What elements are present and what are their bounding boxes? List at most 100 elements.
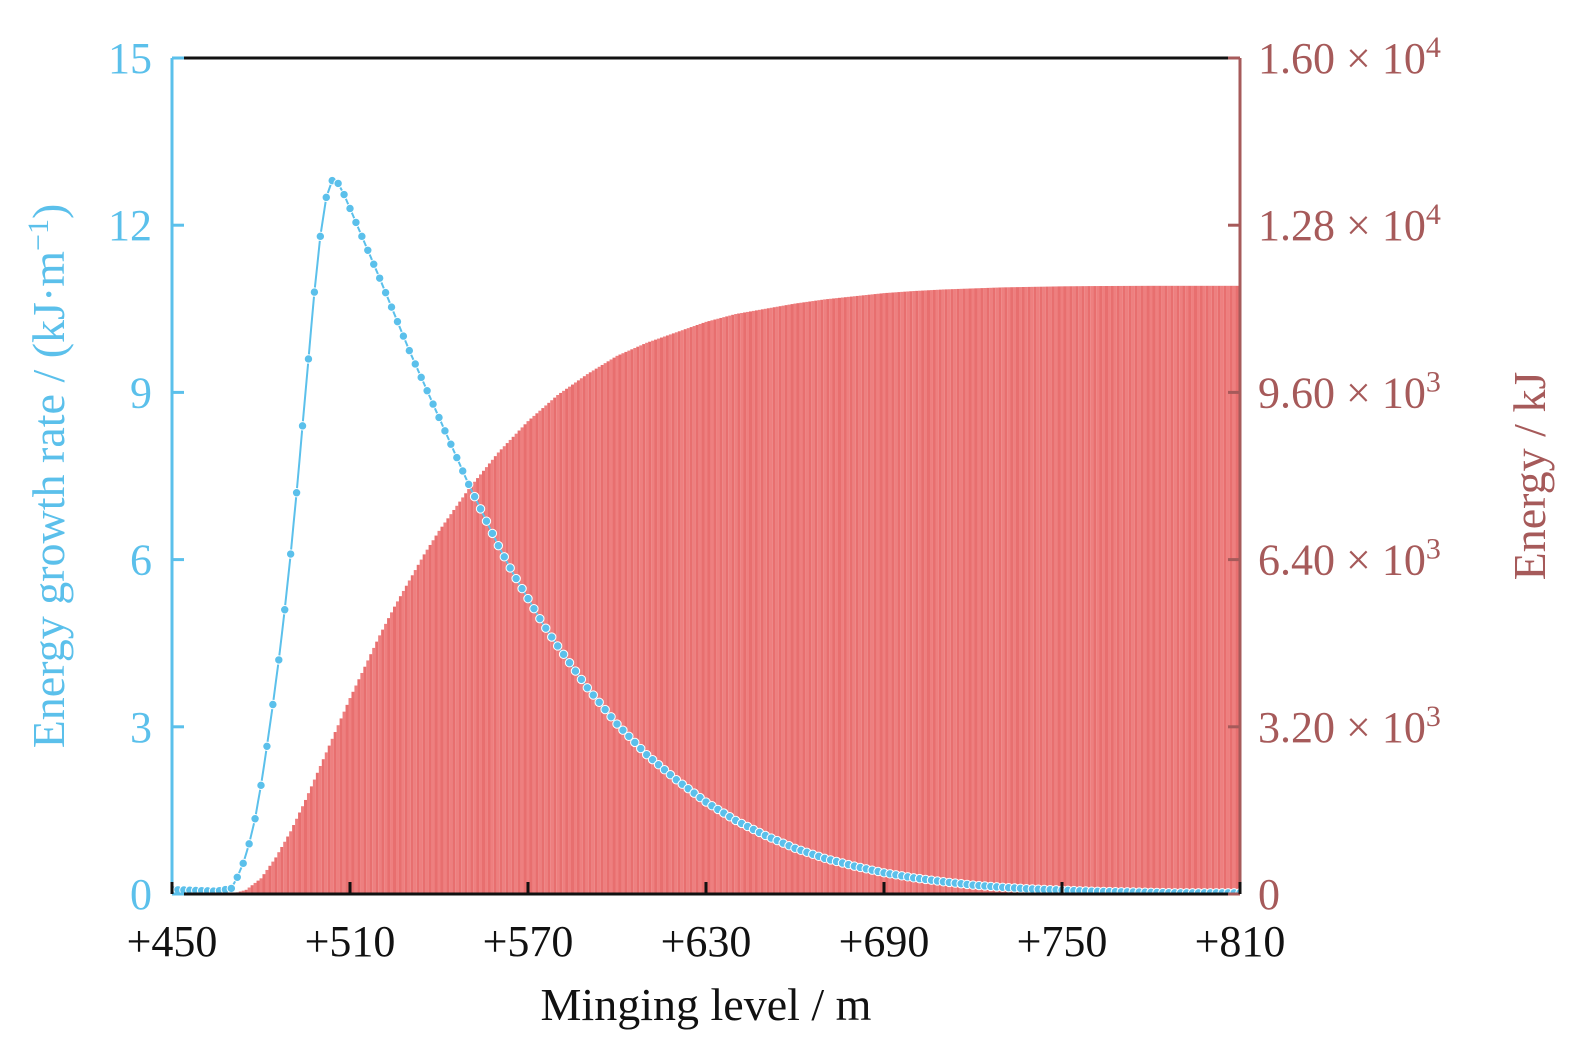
energy-bar [927,290,930,894]
energy-bar [861,295,865,894]
energy-bar [262,874,266,894]
energy-bar [840,297,844,894]
energy-bar [1051,286,1055,894]
energy-bar [660,337,663,894]
growth-rate-marker [440,426,450,436]
bottom-tick-label: +510 [305,917,396,966]
energy-bar [645,342,649,894]
energy-bar [811,301,815,894]
left-tick-label: 9 [130,368,152,417]
energy-bar [885,292,889,894]
energy-bar [1235,285,1239,894]
energy-bar [713,319,717,894]
growth-rate-marker [250,814,260,824]
energy-bar [398,596,402,894]
growth-rate-marker [232,872,242,882]
energy-bar [642,344,646,894]
left-tick-label: 3 [130,703,152,752]
energy-bar [1110,285,1114,894]
energy-bar [929,290,933,894]
growth-rate-marker [582,683,593,693]
energy-bar [289,831,293,894]
energy-bar [805,301,809,894]
energy-bar [1116,285,1120,894]
energy-bar [547,402,551,894]
energy-bar [867,294,871,894]
energy-bar [829,298,833,894]
energy-bar [1182,285,1186,894]
growth-rate-marker [469,491,480,502]
energy-bar [751,310,755,894]
energy-bar [992,287,996,894]
energy-bar [336,725,340,894]
energy-bar [378,635,382,894]
energy-bar [568,386,572,894]
energy-bar [858,295,862,894]
growth-rate-marker [570,666,581,676]
energy-bar [532,415,536,894]
energy-bar [846,296,850,894]
energy-bar [787,304,791,894]
energy-bar [1048,286,1052,894]
energy-bar [1232,285,1236,894]
energy-bar [1140,285,1144,894]
energy-bar [244,889,248,894]
growth-rate-marker [291,488,302,498]
growth-rate-marker [517,583,527,594]
energy-bar [529,418,533,894]
energy-bar [876,293,880,894]
energy-bar [585,374,589,894]
energy-bar [662,336,666,894]
energy-bar [977,288,981,894]
energy-bar [716,318,720,894]
growth-rate-marker [446,439,456,449]
energy-bar [1205,285,1209,894]
energy-bar [431,540,435,894]
energy-bar [502,446,506,894]
growth-rate-marker [547,632,557,642]
energy-bar [280,846,284,894]
energy-bar [1170,285,1174,894]
energy-bar [324,752,328,894]
energy-bar [757,309,761,894]
growth-rate-marker [422,386,432,396]
energy-bar [247,887,251,894]
energy-bar [763,308,767,894]
energy-bar [369,654,373,894]
energy-bar [333,732,337,894]
growth-rate-marker [339,189,349,200]
energy-bar [1143,285,1147,894]
energy-bar [618,354,622,894]
energy-bar [918,290,922,894]
energy-bar [1113,285,1117,894]
energy-bar [381,629,385,894]
energy-bar [956,288,960,894]
energy-bar [312,779,316,894]
energy-bar [490,459,494,894]
energy-bar [971,288,975,894]
energy-bar [473,481,477,894]
energy-bar [793,303,797,894]
growth-rate-marker [351,217,361,228]
energy-bar [452,509,456,894]
growth-rate-marker [274,655,284,665]
energy-bar [1164,285,1168,894]
energy-bar [1102,286,1106,894]
energy-bar [1226,285,1230,894]
energy-bar [1078,286,1082,894]
energy-bar [315,772,319,894]
energy-bar [268,865,272,894]
left-axis-ticks: 0 3 6 9 12 15 [108,34,184,919]
energy-bar [1001,287,1005,894]
energy-bar [1199,285,1203,894]
energy-bar [882,293,886,894]
energy-bar [838,297,841,894]
energy-bar [775,306,779,894]
growth-rate-marker [499,552,509,562]
growth-rate-marker [303,354,314,364]
growth-rate-marker [564,658,575,668]
energy-bar [906,291,910,894]
energy-bar [1033,286,1037,894]
energy-bar [743,312,747,894]
energy-bar [983,288,987,894]
